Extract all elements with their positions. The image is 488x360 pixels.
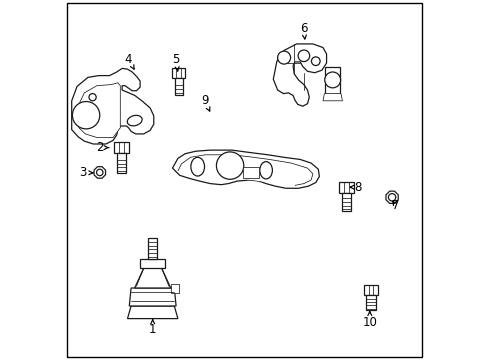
Text: 2: 2: [96, 141, 109, 154]
Polygon shape: [338, 182, 353, 193]
Polygon shape: [341, 193, 350, 211]
Text: 7: 7: [391, 199, 399, 212]
Polygon shape: [322, 94, 342, 101]
Polygon shape: [129, 288, 176, 306]
Polygon shape: [134, 268, 170, 288]
Text: 9: 9: [201, 94, 209, 111]
Text: 8: 8: [349, 181, 361, 194]
Text: 3: 3: [80, 166, 93, 179]
Polygon shape: [72, 68, 153, 144]
Circle shape: [387, 194, 395, 201]
Circle shape: [72, 102, 100, 129]
Polygon shape: [171, 68, 185, 78]
Text: 1: 1: [149, 320, 156, 336]
Polygon shape: [363, 285, 377, 295]
Polygon shape: [79, 83, 120, 138]
Polygon shape: [242, 167, 258, 178]
Polygon shape: [140, 259, 165, 268]
Polygon shape: [117, 153, 126, 173]
Polygon shape: [325, 67, 339, 94]
Circle shape: [311, 57, 320, 66]
Text: 4: 4: [124, 53, 134, 69]
Polygon shape: [178, 155, 312, 185]
Polygon shape: [174, 78, 182, 95]
Text: 6: 6: [300, 22, 307, 39]
Polygon shape: [365, 295, 375, 310]
Circle shape: [324, 72, 340, 88]
Polygon shape: [385, 191, 397, 203]
Ellipse shape: [190, 157, 204, 176]
Ellipse shape: [127, 115, 142, 126]
Polygon shape: [171, 284, 178, 293]
Circle shape: [96, 169, 103, 176]
Polygon shape: [148, 238, 157, 259]
Circle shape: [89, 94, 96, 101]
Polygon shape: [273, 44, 326, 106]
Text: 5: 5: [172, 53, 180, 72]
Circle shape: [277, 51, 290, 64]
Polygon shape: [114, 142, 129, 153]
Polygon shape: [94, 167, 105, 178]
Circle shape: [216, 152, 244, 179]
Circle shape: [298, 50, 309, 62]
Polygon shape: [172, 150, 319, 188]
Text: 10: 10: [362, 312, 376, 329]
Ellipse shape: [259, 162, 272, 179]
Polygon shape: [127, 306, 178, 319]
